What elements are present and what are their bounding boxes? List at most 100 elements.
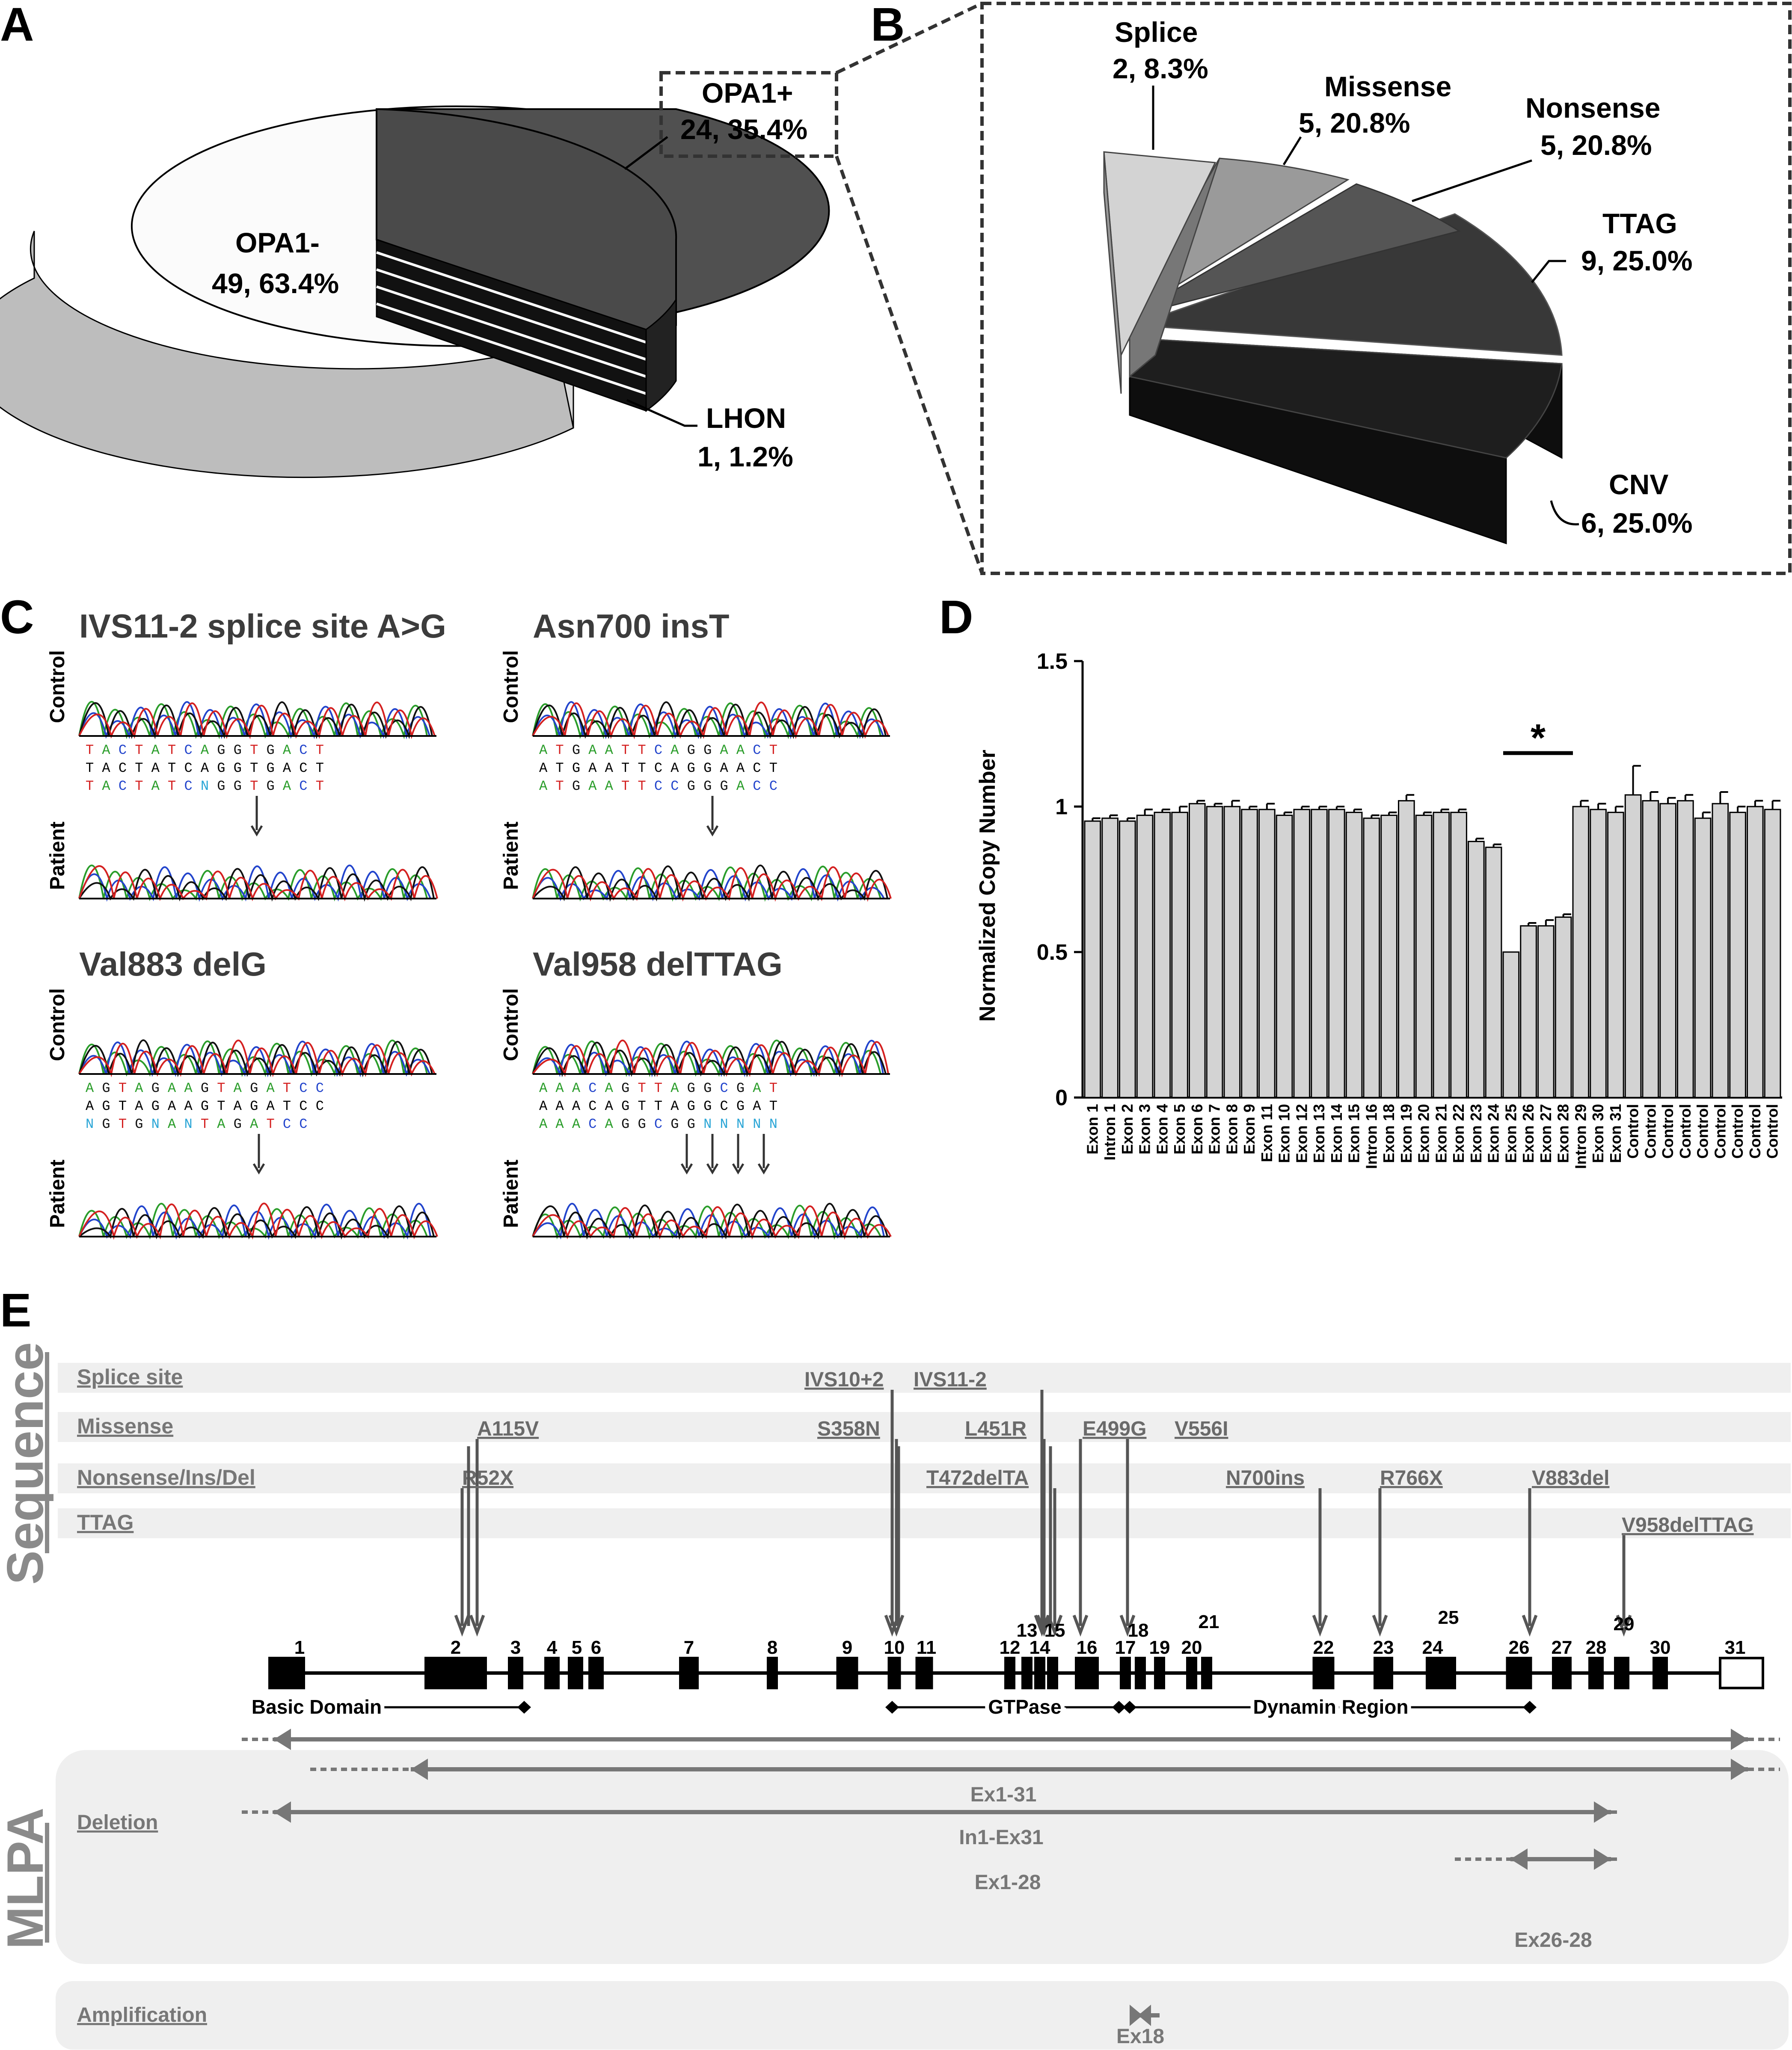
base-letter: A [671, 1098, 679, 1114]
base-letter: A [102, 760, 110, 776]
patient-trace-line [78, 1203, 431, 1240]
bar [1328, 809, 1345, 1098]
base-letter: A [605, 1116, 614, 1132]
base-letter [143, 1098, 151, 1114]
x-tick-label: Exon 11 [1258, 1104, 1276, 1162]
base-letter [695, 760, 703, 776]
base-letter: G [266, 760, 274, 776]
mutation-label: IVS11-2 [914, 1368, 987, 1391]
mutation-pointer-head [469, 1614, 485, 1637]
bar [1607, 812, 1624, 1098]
x-tick-label: Control [1641, 1104, 1659, 1159]
base-letter [695, 778, 703, 794]
base-letter: C [283, 1116, 291, 1132]
base-letter: A [151, 760, 160, 776]
base-letter [242, 742, 250, 758]
base-letter [547, 1098, 555, 1114]
base-letter [613, 1098, 621, 1114]
mutation-row-label: Missense [77, 1414, 173, 1438]
base-letter [712, 1098, 720, 1114]
x-tick-label: Control [1659, 1104, 1676, 1159]
base-letter [94, 1116, 102, 1132]
base-letter [242, 760, 250, 776]
base-letter [580, 1080, 588, 1096]
patient-trace-line [78, 864, 428, 902]
exon-box [1201, 1657, 1212, 1689]
exon-number: 18 [1128, 1620, 1149, 1641]
sequence-row: A A A C A G G C G G N N N N N [539, 1116, 777, 1132]
sequence-row: T A C T A T C N G G T G A C T [86, 778, 324, 794]
exon-number: 20 [1181, 1637, 1202, 1658]
exon-number: 29 [1614, 1614, 1635, 1635]
base-letter: A [184, 1098, 193, 1114]
bar [1502, 951, 1520, 1098]
mutation-label: R52X [462, 1467, 513, 1489]
control-label: Control [46, 650, 69, 723]
domain-end-marker [1523, 1701, 1537, 1714]
mutation-label: S358N [817, 1418, 880, 1440]
base-letter [580, 1116, 588, 1132]
exon-box [915, 1657, 933, 1689]
control-trace-line [532, 1040, 884, 1077]
x-tick-label: Exon 21 [1432, 1104, 1450, 1163]
nonsense-value: 5, 20.8% [1540, 129, 1652, 161]
base-letter: A [184, 1080, 193, 1096]
base-letter: C [720, 1080, 728, 1096]
mutation-pointer-head [1119, 1614, 1136, 1637]
exon-number: 26 [1509, 1637, 1530, 1658]
base-letter: G [687, 742, 695, 758]
exon-box [544, 1657, 560, 1689]
base-letter: T [86, 778, 94, 794]
base-letter: C [769, 778, 777, 794]
base-letter [596, 778, 605, 794]
base-letter [745, 760, 753, 776]
lhon-value: 1, 1.2% [697, 441, 793, 472]
domain-end-marker [885, 1701, 899, 1714]
base-letter: G [234, 1116, 242, 1132]
x-tick-label: Exon 9 [1240, 1104, 1258, 1154]
base-letter [307, 760, 315, 776]
base-letter: A [736, 742, 745, 758]
base-letter: C [184, 778, 192, 794]
base-letter [695, 1098, 703, 1114]
control-label: Control [500, 650, 522, 723]
base-letter: C [299, 1116, 307, 1132]
opa1-pos-box [659, 71, 838, 158]
x-tick-label: Exon 5 [1171, 1104, 1188, 1154]
missense-value: 5, 20.8% [1299, 107, 1410, 139]
significance-star: * [1531, 717, 1546, 759]
x-tick-label: Exon 3 [1136, 1104, 1154, 1154]
base-letter: A [720, 742, 728, 758]
base-letter: T [217, 1098, 225, 1114]
missense-label: Missense [1324, 71, 1451, 102]
base-letter [209, 1098, 217, 1114]
ttag-value: 9, 25.0% [1581, 245, 1693, 276]
bar [1729, 812, 1746, 1098]
base-letter: C [299, 760, 307, 776]
mutation-pointer-head [454, 1614, 470, 1637]
base-letter [662, 1098, 671, 1114]
exon-box [424, 1657, 487, 1689]
patient-label: Patient [500, 1160, 522, 1228]
cnv-value: 6, 25.0% [1581, 507, 1693, 539]
base-letter: A [555, 1098, 564, 1114]
base-letter: T [654, 1080, 662, 1096]
panel-label-a: A [0, 0, 34, 51]
base-letter: A [266, 1098, 275, 1114]
mutation-arrow-head [706, 825, 719, 837]
base-letter [143, 742, 151, 758]
base-letter [143, 778, 151, 794]
base-letter [580, 760, 588, 776]
patient-trace-line [78, 1202, 438, 1240]
mutation-arrow-head [250, 825, 263, 837]
mutation-arrow-head [732, 1163, 745, 1175]
mutation-label: V883del [1532, 1467, 1609, 1489]
mutation-label: V556I [1175, 1418, 1228, 1440]
base-letter [209, 1116, 217, 1132]
trace-title: Val883 delG [79, 945, 267, 983]
base-letter [160, 1098, 168, 1114]
exon-box [836, 1657, 858, 1689]
base-letter [580, 778, 588, 794]
base-letter: G [638, 1116, 646, 1132]
base-letter [646, 1116, 654, 1132]
